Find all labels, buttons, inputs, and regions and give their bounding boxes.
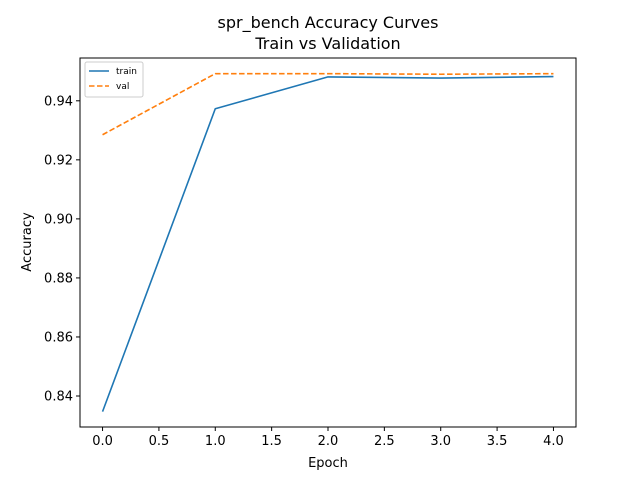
y-axis: 0.84 0.86 0.88 0.90 0.92 0.94 [44, 94, 80, 405]
chart-title-line2: Train vs Validation [254, 34, 400, 53]
x-tick-label: 2.5 [374, 434, 395, 449]
x-axis-title: Epoch [308, 456, 348, 471]
legend-label-val: val [116, 82, 129, 92]
x-axis: 0.0 0.5 1.0 1.5 2.0 2.5 3.0 3.5 4.0 [92, 427, 564, 449]
y-tick-label: 0.92 [44, 153, 73, 168]
x-tick-label: 3.0 [430, 434, 451, 449]
series-line-train [101, 75, 554, 412]
series-line-val [102, 72, 554, 136]
chart-title-line1: spr_bench Accuracy Curves [218, 13, 439, 33]
series-layer [101, 72, 554, 412]
legend-label-train: train [116, 67, 137, 77]
x-tick-label: 3.5 [487, 434, 508, 449]
x-tick-label: 0.0 [92, 434, 113, 449]
y-tick-label: 0.94 [44, 94, 73, 109]
x-tick-label: 4.0 [543, 434, 564, 449]
x-tick-label: 0.5 [149, 434, 170, 449]
y-tick-label: 0.88 [44, 271, 73, 286]
legend: train val [84, 61, 144, 98]
y-axis-title: Accuracy [20, 212, 35, 272]
y-tick-label: 0.84 [44, 390, 73, 405]
x-tick-label: 2.0 [318, 434, 339, 449]
x-tick-label: 1.5 [261, 434, 282, 449]
x-tick-label: 1.0 [205, 434, 226, 449]
y-tick-label: 0.90 [44, 212, 73, 227]
y-tick-label: 0.86 [44, 330, 73, 345]
